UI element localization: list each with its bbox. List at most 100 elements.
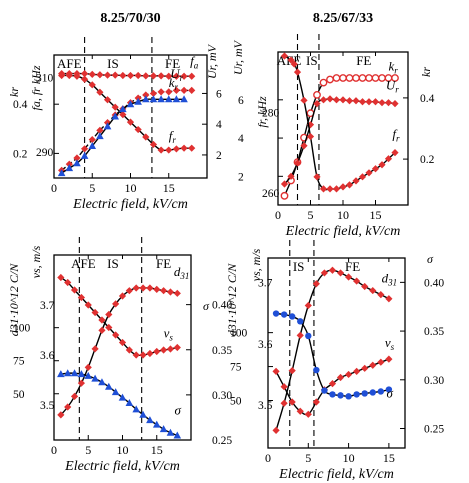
series-line-Ur bbox=[283, 98, 396, 185]
x-tick-label: 10 bbox=[117, 443, 129, 457]
data-point-fr bbox=[345, 181, 354, 189]
data-point-vs bbox=[344, 370, 353, 379]
data-point-σ bbox=[288, 313, 296, 320]
outer-left-axis-label: d31·10^12 C/N bbox=[7, 263, 21, 336]
data-point-σ bbox=[159, 425, 168, 433]
data-point-vs bbox=[77, 293, 85, 302]
right-tick-label: 0.30 bbox=[212, 390, 232, 402]
data-point-vs bbox=[132, 351, 140, 359]
data-point-kr bbox=[313, 90, 321, 99]
series-label-kr: kr bbox=[169, 75, 179, 92]
data-point-fr bbox=[126, 118, 135, 126]
inner-left-axis-label: vs, m/s bbox=[29, 245, 43, 278]
inner-left-tick-label: 310 bbox=[36, 72, 54, 84]
series-label-kr: kr bbox=[389, 58, 399, 75]
data-point-kr bbox=[73, 159, 81, 167]
x-tick-label: 15 bbox=[151, 443, 163, 457]
data-point-vs bbox=[153, 347, 161, 356]
data-point-d31 bbox=[288, 367, 296, 375]
data-point-d31 bbox=[353, 277, 361, 285]
data-point-d31 bbox=[146, 284, 154, 292]
outer-left-tick-label: 4 bbox=[238, 133, 244, 145]
data-point-Ur bbox=[371, 98, 380, 106]
data-point-d31 bbox=[84, 363, 92, 371]
data-point-fr bbox=[88, 81, 96, 89]
data-point-σ bbox=[118, 393, 127, 401]
data-point-σ bbox=[280, 311, 288, 318]
x-tick-label: 5 bbox=[308, 208, 314, 222]
data-point-Ur bbox=[88, 135, 96, 144]
data-point-fr bbox=[352, 177, 360, 185]
right-tick-label: 0.40 bbox=[424, 277, 444, 289]
phase-label-afe: AFE bbox=[57, 56, 82, 71]
x-tick-label: 15 bbox=[370, 208, 382, 222]
inner-left-tick-label: 3.6 bbox=[40, 350, 55, 362]
data-point-σ bbox=[111, 388, 120, 396]
data-point-d31 bbox=[57, 411, 65, 419]
data-point-vs bbox=[84, 301, 92, 309]
data-point-fr bbox=[111, 103, 119, 111]
data-point-Ur bbox=[157, 88, 165, 96]
data-point-fr bbox=[339, 183, 347, 191]
inner-left-tick-label: 3.7 bbox=[258, 278, 273, 290]
data-point-fr bbox=[319, 185, 328, 193]
data-point-kr bbox=[319, 78, 328, 87]
data-point-kr bbox=[326, 75, 334, 84]
x-axis-label: Electric field, kV/cm bbox=[72, 197, 188, 212]
right-tick-label: 0.40 bbox=[212, 300, 232, 312]
data-point-d31 bbox=[336, 269, 345, 277]
data-point-fa bbox=[149, 72, 158, 80]
data-point-vs bbox=[272, 367, 280, 375]
data-point-fr bbox=[81, 75, 89, 83]
data-point-fa bbox=[172, 72, 180, 80]
right-tick-label: 0.30 bbox=[424, 375, 444, 387]
data-point-kr bbox=[180, 95, 188, 103]
right-tick-label: 4 bbox=[216, 119, 222, 131]
inner-left-tick-label: 290 bbox=[36, 147, 54, 159]
series-vs bbox=[57, 273, 181, 359]
data-point-Ur bbox=[365, 98, 373, 106]
data-point-Ur bbox=[326, 95, 334, 103]
data-point-σ bbox=[305, 332, 312, 340]
data-point-σ bbox=[297, 318, 304, 325]
data-point-d31 bbox=[320, 269, 329, 277]
x-tick-label: 0 bbox=[51, 443, 57, 457]
data-point-vs bbox=[369, 361, 377, 369]
data-point-fr bbox=[172, 145, 180, 153]
data-point-σ bbox=[173, 431, 182, 439]
data-point-fa bbox=[142, 72, 150, 80]
series-label-Ur: Ur bbox=[170, 66, 183, 83]
data-point-fr bbox=[149, 140, 158, 149]
data-point-kr bbox=[103, 122, 112, 130]
inner-left-tick-label: 3.5 bbox=[40, 400, 55, 412]
chart-panel-2: 8.25/67/33 0 5 10 15 Electric field, kV/cm 2 4 6… bbox=[231, 11, 435, 239]
data-point-Ur bbox=[300, 142, 308, 150]
x-tick-label: 10 bbox=[125, 181, 137, 195]
data-point-σ bbox=[84, 371, 93, 379]
data-point-σ bbox=[313, 366, 320, 374]
data-point-σ bbox=[385, 386, 393, 393]
x-axis-label: Electric field, kV/cm bbox=[285, 224, 401, 239]
data-point-kr bbox=[157, 95, 165, 103]
data-point-vs bbox=[353, 367, 361, 375]
data-point-σ bbox=[77, 370, 86, 378]
data-point-Ur bbox=[391, 100, 399, 108]
data-point-fa bbox=[119, 71, 127, 80]
phase-label-fe: FE bbox=[165, 56, 180, 71]
phase-label-fe: FE bbox=[156, 256, 171, 271]
data-point-vs bbox=[64, 278, 72, 287]
data-point-fa bbox=[103, 71, 112, 79]
data-point-kr bbox=[352, 74, 360, 82]
data-point-fr bbox=[371, 165, 380, 173]
inner-left-tick-label: 3.6 bbox=[258, 339, 273, 351]
series-kr bbox=[280, 74, 399, 200]
data-point-kr bbox=[391, 74, 399, 82]
data-point-fr bbox=[96, 88, 104, 96]
data-point-vs bbox=[361, 364, 369, 372]
right-tick-label: 2 bbox=[216, 150, 222, 162]
data-point-d31 bbox=[118, 292, 127, 300]
data-point-Ur bbox=[96, 126, 104, 134]
data-point-kr bbox=[378, 74, 386, 82]
data-point-d31 bbox=[105, 310, 113, 319]
chart-panel-4: 0 5 10 15 Electric field, kV/cm 50 75 100d31·10… bbox=[225, 240, 444, 482]
